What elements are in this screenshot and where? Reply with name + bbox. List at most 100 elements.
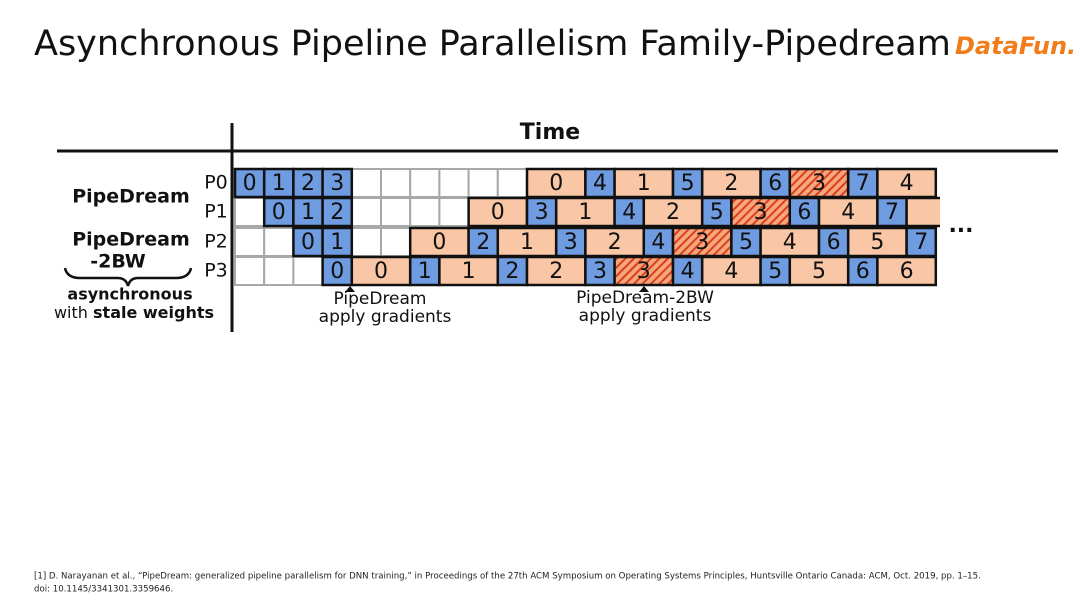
cell-label: 6 (768, 171, 782, 196)
cell-label: 1 (272, 171, 286, 196)
cell-label: 2 (608, 230, 622, 255)
empty-slot (234, 256, 266, 286)
cell-label: 0 (330, 259, 344, 284)
empty-slot (409, 168, 441, 198)
row-label: P2 (204, 231, 228, 253)
forward-cell (321, 255, 354, 287)
cell-label: 1 (330, 230, 344, 255)
slide-title: Asynchronous Pipeline Parallelism Family… (34, 24, 951, 64)
forward-cell (905, 226, 938, 258)
cell-label: 6 (827, 230, 841, 255)
group-label: PipeDream (72, 229, 190, 251)
cell-label: 4 (783, 230, 797, 255)
note: with stale weights (54, 303, 214, 322)
cell-label: 2 (724, 171, 738, 196)
cell-label: 3 (330, 171, 344, 196)
ellipsis: ... (948, 213, 973, 238)
empty-slot (467, 168, 499, 198)
forward-cell (554, 226, 587, 258)
forward-cell (846, 255, 879, 287)
cell-label: 1 (301, 200, 315, 225)
empty-slot (234, 197, 266, 227)
cell-label: 3 (754, 200, 768, 225)
cell-label: 2 (330, 200, 344, 225)
group-label: PipeDream (72, 186, 190, 208)
cell-label: 0 (491, 200, 505, 225)
cell-label: 0 (301, 230, 315, 255)
cell-label: 3 (695, 230, 709, 255)
cell-label: 6 (856, 259, 870, 284)
forward-cell (467, 226, 500, 258)
cell-label: 4 (900, 171, 914, 196)
cell-label: 3 (812, 171, 826, 196)
forward-cell (496, 255, 529, 287)
cell-label: 1 (418, 259, 432, 284)
group-label: -2BW (90, 251, 146, 273)
row-label: P1 (204, 201, 228, 223)
cell-label: 3 (593, 259, 607, 284)
cell-label: 0 (272, 200, 286, 225)
forward-cell (700, 196, 733, 228)
brace (63, 267, 193, 287)
note: asynchronous (67, 285, 192, 304)
empty-slot (292, 256, 324, 286)
annotation: PipeDream (334, 289, 427, 309)
cell-label: 4 (724, 259, 738, 284)
axis-label: Time (520, 120, 580, 145)
backward-cell (905, 196, 940, 228)
cell-label: 4 (651, 230, 665, 255)
backward-cell (788, 255, 850, 287)
empty-slot (350, 227, 382, 257)
empty-slot (380, 168, 412, 198)
citation: [1] D. Narayanan et al., “PipeDream: gen… (34, 572, 981, 582)
cell-label: 0 (243, 171, 257, 196)
cell-label: 3 (535, 200, 549, 225)
annotation: apply gradients (319, 307, 452, 327)
empty-slot (496, 168, 528, 198)
cell-label: 6 (797, 200, 811, 225)
hatched-cell (671, 226, 733, 258)
cell-label: 0 (432, 230, 446, 255)
empty-slot (380, 227, 412, 257)
cell-label: 4 (622, 200, 636, 225)
cell-label: 1 (520, 230, 534, 255)
cell-label: 6 (900, 259, 914, 284)
note-bold: stale weights (93, 303, 214, 322)
annotation: apply gradients (579, 306, 712, 326)
empty-slot (438, 197, 470, 227)
cell-label: 5 (681, 171, 695, 196)
cell-label: 2 (301, 171, 315, 196)
cell-label: 4 (681, 259, 695, 284)
forward-cell (408, 255, 441, 287)
hatched-cell (613, 255, 675, 287)
citation: doi: 10.1145/3341301.3359646. (34, 585, 173, 595)
empty-slot (438, 168, 470, 198)
cell-label: 3 (637, 259, 651, 284)
cell-label: 5 (710, 200, 724, 225)
forward-cell (525, 196, 558, 228)
backward-cell (467, 196, 529, 228)
empty-slot (263, 227, 295, 257)
cell-label: 5 (870, 230, 884, 255)
note-plain: with (54, 303, 88, 322)
row-label: P3 (204, 260, 228, 282)
empty-slot (350, 168, 382, 198)
cell-label: 1 (578, 200, 592, 225)
empty-slot (263, 256, 295, 286)
cell-label: 2 (666, 200, 680, 225)
cell-label: 3 (564, 230, 578, 255)
cell-label: 2 (549, 259, 563, 284)
cell-label: 5 (812, 259, 826, 284)
cell-label: 7 (914, 230, 928, 255)
cell-label: 0 (549, 171, 563, 196)
backward-cell (876, 167, 938, 199)
arrow (639, 286, 649, 292)
cell-label: 2 (505, 259, 519, 284)
empty-slot (380, 197, 412, 227)
cell-label: 1 (637, 171, 651, 196)
empty-slot (409, 197, 441, 227)
forward-cell (321, 196, 354, 228)
logo: DataFun. (955, 32, 1076, 60)
backward-cell (584, 226, 646, 258)
